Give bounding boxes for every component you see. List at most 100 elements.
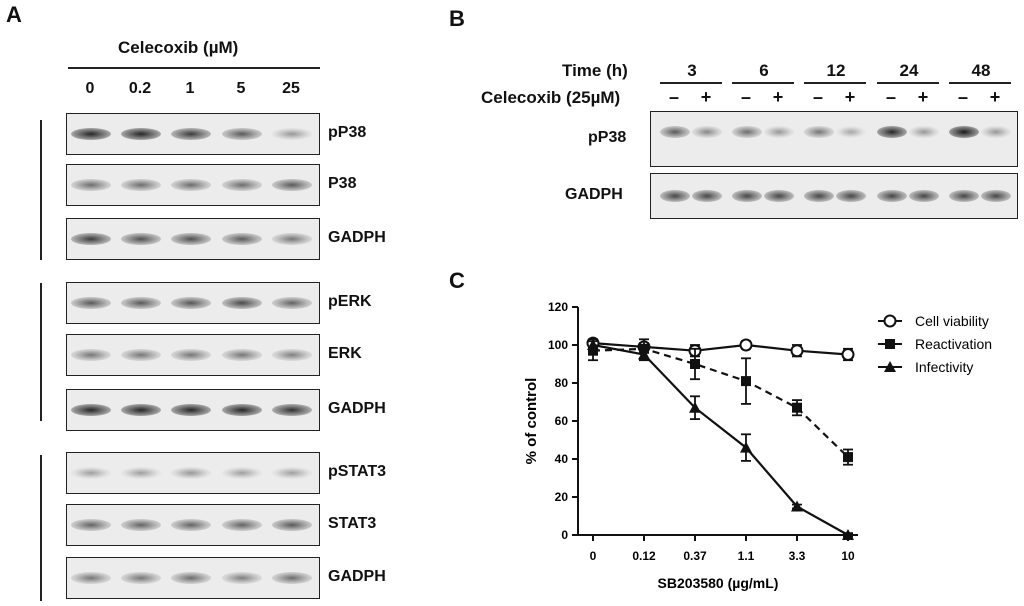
blot-band <box>222 572 262 584</box>
blot-band <box>71 349 111 361</box>
y-tick-label: 60 <box>555 414 569 428</box>
series-2 <box>587 338 854 540</box>
time-label: 24 <box>899 61 919 80</box>
blot-band <box>222 467 262 479</box>
blot-band <box>272 349 312 361</box>
blot-band <box>71 128 111 140</box>
blot-band <box>272 519 312 531</box>
dose-label: 0 <box>85 80 95 97</box>
blot-band <box>222 179 262 191</box>
panel-a-blot-3 <box>66 282 320 324</box>
panel-letter-c: C <box>449 268 465 293</box>
panel-a-blot-0 <box>66 113 320 155</box>
series-0 <box>586 336 855 362</box>
blot-band <box>804 190 834 202</box>
y-tick-label: 100 <box>548 338 568 352</box>
series-line <box>592 347 849 458</box>
panel-a-blot-5 <box>66 389 320 431</box>
blot-band <box>272 404 312 416</box>
data-point <box>689 401 701 413</box>
blot-band <box>692 126 722 138</box>
erk-group-bracket <box>40 283 42 421</box>
legend-entry: Infectivity <box>878 359 973 375</box>
x-tick-label: 3.3 <box>789 549 806 563</box>
data-point <box>587 339 599 350</box>
panel-letter-b: B <box>449 6 465 31</box>
p38-group-bracket <box>40 120 42 260</box>
sign-label: + <box>917 87 929 107</box>
blot-band <box>660 190 690 202</box>
sign-label: – <box>668 87 679 107</box>
blot-band <box>222 297 262 309</box>
blot-band <box>981 126 1011 138</box>
blot-band <box>121 179 161 191</box>
blot-band <box>121 572 161 584</box>
time-label: 48 <box>971 61 991 80</box>
sign-label: + <box>989 87 1001 107</box>
blot-band <box>171 179 211 191</box>
blot-band <box>222 404 262 416</box>
panel-a-blot-8 <box>66 557 320 599</box>
blot-band <box>171 404 211 416</box>
time-label: 6 <box>759 61 769 80</box>
x-tick-label: 1.1 <box>738 549 755 563</box>
blot-band <box>272 179 312 191</box>
sign-label: + <box>844 87 856 107</box>
panel-b-blot-1 <box>650 173 1018 219</box>
time-underline <box>804 82 866 84</box>
blot-band <box>764 126 794 138</box>
panel-a-treatment-underline <box>68 67 320 69</box>
blot-band <box>71 233 111 245</box>
chart-axes: 0 20 40 60 80 100 120 0 0.12 0.37 1.1 3.3 10 SB203580… <box>523 300 858 591</box>
data-point <box>843 452 853 463</box>
data-point <box>690 359 700 369</box>
blot-band <box>660 126 690 138</box>
panel-b-time-label: Time (h) <box>562 61 628 80</box>
legend-marker <box>883 314 897 328</box>
panel-a-treatment-label: Celecoxib (µM) <box>118 38 239 57</box>
blot-band <box>171 128 211 140</box>
blot-band <box>909 126 939 138</box>
stat3-group-bracket <box>40 455 42 601</box>
blot-band <box>71 572 111 584</box>
sign-label: – <box>740 87 751 107</box>
blot-band <box>121 297 161 309</box>
time-underline <box>732 82 794 84</box>
panel-a-blot-label: pERK <box>328 293 372 310</box>
blot-band <box>121 519 161 531</box>
blot-band <box>909 190 939 202</box>
dose-label: 1 <box>185 80 195 97</box>
dose-label: 25 <box>282 80 300 97</box>
y-tick-label: 20 <box>555 490 569 504</box>
panel-a-blot-4 <box>66 334 320 376</box>
blot-band <box>71 179 111 191</box>
x-tick-label: 0.12 <box>632 549 656 563</box>
blot-band <box>121 128 161 140</box>
blot-band <box>877 190 907 202</box>
legend-entry: Reactivation <box>878 336 992 352</box>
sign-label: – <box>957 87 968 107</box>
blot-band <box>171 519 211 531</box>
blot-band <box>71 519 111 531</box>
sign-label: + <box>700 87 712 107</box>
blot-band <box>71 467 111 479</box>
panel-a-blot-1 <box>66 164 320 206</box>
y-tick-label: 40 <box>555 452 569 466</box>
blot-band <box>171 572 211 584</box>
panel-a-blot-2 <box>66 218 320 260</box>
chart-legend: Cell viability Reactivation Infectivity <box>878 313 992 375</box>
blot-band <box>272 572 312 584</box>
series-1 <box>588 338 853 466</box>
blot-band <box>692 190 722 202</box>
legend-label: Cell viability <box>915 313 989 329</box>
dose-label: 0.2 <box>128 80 152 97</box>
blot-band <box>171 349 211 361</box>
blot-band <box>222 519 262 531</box>
series-line <box>592 342 849 356</box>
legend-marker <box>884 361 896 372</box>
blot-band <box>121 467 161 479</box>
data-point <box>741 376 751 387</box>
blot-band <box>121 233 161 245</box>
y-tick-label: 80 <box>555 376 569 390</box>
blot-band <box>836 190 866 202</box>
